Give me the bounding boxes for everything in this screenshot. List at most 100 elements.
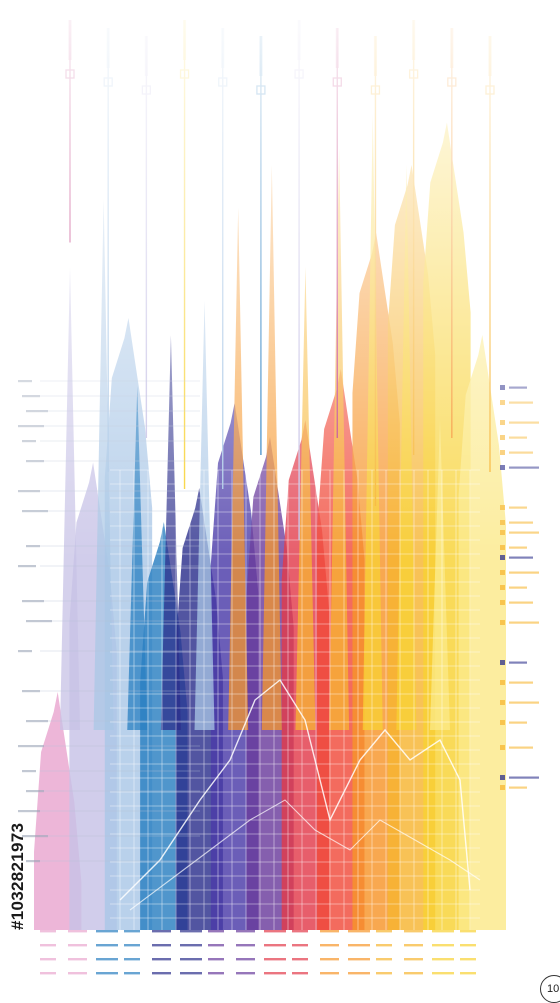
bottom-label-stub	[180, 930, 202, 933]
corner-badge: 10	[540, 975, 560, 1003]
bottom-label-stub	[208, 958, 224, 961]
axis-tick-label	[18, 650, 32, 653]
bottom-label-stub	[68, 930, 87, 933]
bottom-label-stub	[404, 958, 423, 961]
legend-text-stub	[509, 586, 527, 589]
legend-swatch	[500, 745, 505, 750]
legend-text-stub	[509, 571, 539, 574]
bottom-label-stub	[460, 944, 476, 947]
bottom-label-stub	[236, 972, 255, 975]
bottom-label-stub	[292, 972, 308, 975]
bottom-label-stub	[96, 944, 118, 947]
bottom-label-stub	[432, 930, 454, 933]
axis-tick-label	[22, 835, 48, 838]
legend-swatch	[500, 600, 505, 605]
bottom-label-stub	[236, 958, 255, 961]
bottom-label-stub	[208, 930, 224, 933]
bottom-label-stub	[264, 958, 286, 961]
bottom-label-stub	[124, 944, 140, 947]
legend-swatch	[500, 720, 505, 725]
bottom-label-stub	[40, 944, 56, 947]
bottom-label-stub	[236, 930, 255, 933]
legend-swatch	[500, 620, 505, 625]
legend-text-stub	[509, 621, 539, 624]
legend-swatch	[500, 570, 505, 575]
wave-line-lower	[129, 799, 481, 911]
legend-swatch	[500, 700, 505, 705]
bottom-label-stub	[460, 958, 476, 961]
bottom-label-stub	[320, 958, 339, 961]
legend-swatch	[500, 785, 505, 790]
bottom-label-stub	[124, 930, 140, 933]
bottom-label-stub	[460, 930, 476, 933]
bottom-label-stub	[376, 972, 392, 975]
stock-id-watermark: #1032821973	[8, 822, 27, 930]
bottom-label-stub	[124, 972, 140, 975]
axis-tick-label	[18, 745, 44, 748]
legend-text-stub	[509, 701, 539, 704]
wave-lines	[119, 678, 481, 911]
bottom-label-stub	[68, 958, 87, 961]
bottom-label-stub	[348, 958, 370, 961]
axis-tick-label	[26, 860, 40, 863]
legend-text-stub	[509, 746, 533, 749]
legend-swatch	[500, 775, 505, 780]
legend-text-stub	[509, 786, 527, 789]
bottom-label-stub	[348, 944, 370, 947]
bottom-label-stub	[432, 972, 454, 975]
bottom-label-stub	[96, 958, 118, 961]
bottom-label-stub	[376, 944, 392, 947]
bottom-label-stub	[432, 958, 454, 961]
bottom-label-stub	[320, 944, 339, 947]
bottom-label-stub	[292, 958, 308, 961]
axis-tick-label	[26, 620, 52, 623]
legend-swatch	[500, 680, 505, 685]
axis-tick-label	[18, 810, 40, 813]
bottom-label-stub	[348, 930, 370, 933]
bottom-label-stub	[404, 930, 423, 933]
bottom-label-stub	[208, 972, 224, 975]
legend-text-stub	[509, 661, 527, 664]
wave-line-upper	[119, 678, 471, 901]
bottom-label-stub	[404, 944, 423, 947]
top-fade	[0, 0, 560, 560]
axis-tick-label	[18, 565, 36, 568]
bottom-label-stub	[40, 958, 56, 961]
bottom-label-stub	[264, 944, 286, 947]
bottom-label-stub	[432, 944, 454, 947]
bottom-label-stub	[292, 930, 308, 933]
bottom-label-stub	[124, 958, 140, 961]
legend-text-stub	[509, 681, 533, 684]
bottom-label-stub	[152, 972, 171, 975]
bottom-label-stub	[404, 972, 423, 975]
legend-text-stub	[509, 776, 539, 779]
bottom-label-stub	[348, 972, 370, 975]
bottom-label-stub	[264, 930, 286, 933]
bottom-label-stub	[68, 944, 87, 947]
axis-tick-label	[22, 600, 44, 603]
bottom-label-stub	[152, 944, 171, 947]
bottom-label-stub	[180, 944, 202, 947]
bottom-label-stub	[180, 958, 202, 961]
axis-tick-label	[22, 770, 36, 773]
bottom-label-stub	[96, 972, 118, 975]
bottom-label-stub	[236, 944, 255, 947]
bottom-label-stub	[264, 972, 286, 975]
bottom-label-stub	[320, 972, 339, 975]
axis-tick-label	[26, 720, 48, 723]
axis-tick-label	[26, 790, 44, 793]
bottom-label-stub	[96, 930, 118, 933]
bottom-label-stub	[40, 930, 56, 933]
bottom-label-stub	[320, 930, 339, 933]
bottom-label-stub	[460, 972, 476, 975]
bottom-label-stub	[152, 958, 171, 961]
bottom-label-stub	[40, 972, 56, 975]
bottom-label-stub	[152, 930, 171, 933]
legend-swatch	[500, 660, 505, 665]
legend-text-stub	[509, 601, 533, 604]
bottom-label-stub	[376, 930, 392, 933]
bottom-label-stub	[376, 958, 392, 961]
axis-tick-label	[22, 690, 40, 693]
bottom-label-stub	[180, 972, 202, 975]
